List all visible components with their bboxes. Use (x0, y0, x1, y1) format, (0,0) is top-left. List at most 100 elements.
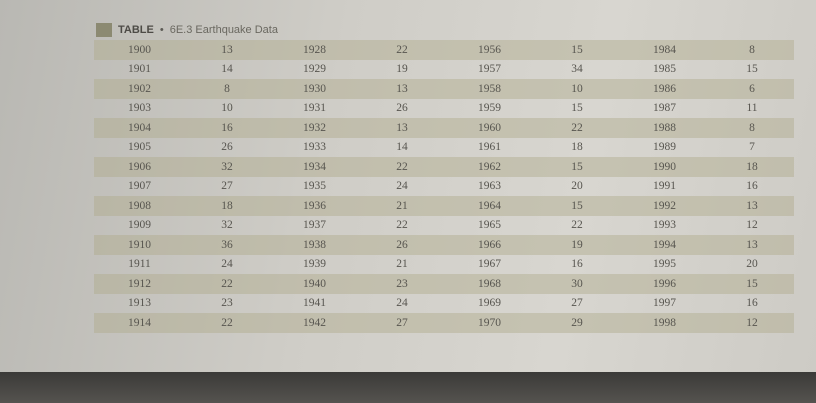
count-cell: 10 (535, 79, 619, 99)
count-cell: 15 (535, 196, 619, 216)
year-cell: 1937 (303, 219, 326, 232)
year-cell: 1994 (619, 235, 710, 255)
count-cell: 14 (221, 63, 233, 76)
year-cell: 1913 (128, 297, 151, 310)
count-cell: 32 (185, 157, 269, 177)
table-row: 1908 18 1936 21 1964 15 1992 13 (94, 196, 794, 216)
count-cell: 15 (746, 63, 758, 76)
year-cell: 1902 (94, 79, 185, 99)
count-cell: 19 (396, 63, 408, 76)
count-cell: 7 (749, 141, 755, 154)
count-cell: 14 (396, 141, 408, 154)
count-cell: 24 (396, 297, 408, 310)
count-cell: 8 (710, 40, 794, 60)
count-cell: 16 (746, 180, 758, 193)
year-cell: 1908 (94, 196, 185, 216)
year-cell: 1905 (128, 141, 151, 154)
count-cell: 26 (360, 235, 444, 255)
year-cell: 1989 (653, 141, 676, 154)
year-cell: 1906 (94, 157, 185, 177)
year-cell: 1933 (303, 141, 326, 154)
year-cell: 1909 (128, 219, 151, 232)
count-cell: 22 (185, 313, 269, 333)
year-cell: 1966 (444, 235, 535, 255)
year-cell: 1969 (478, 297, 501, 310)
year-cell: 1912 (94, 274, 185, 294)
year-cell: 1935 (303, 180, 326, 193)
table-row: 1900 13 1928 22 1956 15 1984 8 (94, 40, 794, 60)
count-cell: 10 (221, 102, 233, 115)
table-row: 1907 27 1935 24 1963 20 1991 16 (94, 177, 794, 197)
year-cell: 1914 (94, 313, 185, 333)
table-row: 1902 8 1930 13 1958 10 1986 6 (94, 79, 794, 99)
count-cell: 15 (535, 40, 619, 60)
count-cell: 27 (360, 313, 444, 333)
year-cell: 1991 (653, 180, 676, 193)
count-cell: 27 (221, 180, 233, 193)
year-cell: 1984 (619, 40, 710, 60)
count-cell: 22 (185, 274, 269, 294)
count-cell: 13 (710, 196, 794, 216)
data-table: 1900 13 1928 22 1956 15 1984 8 1901 14 1929 19 1957 3… (94, 40, 794, 333)
year-cell: 1931 (303, 102, 326, 115)
count-cell: 22 (360, 157, 444, 177)
year-cell: 1940 (269, 274, 360, 294)
year-cell: 1934 (269, 157, 360, 177)
count-cell: 6 (710, 79, 794, 99)
year-cell: 1956 (444, 40, 535, 60)
header-swatch (96, 23, 112, 37)
count-cell: 16 (571, 258, 583, 271)
year-cell: 1990 (619, 157, 710, 177)
year-cell: 1993 (653, 219, 676, 232)
count-cell: 12 (746, 219, 758, 232)
year-cell: 1960 (444, 118, 535, 138)
count-cell: 22 (360, 40, 444, 60)
count-cell: 11 (746, 102, 758, 115)
count-cell: 15 (535, 157, 619, 177)
count-cell: 20 (571, 180, 583, 193)
count-cell: 24 (396, 180, 408, 193)
table-row: 1913 23 1941 24 1969 27 1997 16 (94, 294, 794, 314)
year-cell: 1941 (303, 297, 326, 310)
year-cell: 1910 (94, 235, 185, 255)
count-cell: 24 (221, 258, 233, 271)
count-cell: 27 (571, 297, 583, 310)
count-cell: 13 (710, 235, 794, 255)
table-row: 1912 22 1940 23 1968 30 1996 15 (94, 274, 794, 294)
year-cell: 1961 (478, 141, 501, 154)
year-cell: 1965 (478, 219, 501, 232)
count-cell: 8 (185, 79, 269, 99)
year-cell: 1996 (619, 274, 710, 294)
year-cell: 1998 (619, 313, 710, 333)
year-cell: 1932 (269, 118, 360, 138)
count-cell: 23 (360, 274, 444, 294)
separator: • (159, 24, 164, 36)
year-cell: 1958 (444, 79, 535, 99)
year-cell: 1968 (444, 274, 535, 294)
count-cell: 13 (360, 79, 444, 99)
count-cell: 18 (571, 141, 583, 154)
year-cell: 1939 (303, 258, 326, 271)
year-cell: 1988 (619, 118, 710, 138)
year-cell: 1959 (478, 102, 501, 115)
table-row: 1906 32 1934 22 1962 15 1990 18 (94, 157, 794, 177)
year-cell: 1901 (128, 63, 151, 76)
count-cell: 18 (710, 157, 794, 177)
count-cell: 16 (185, 118, 269, 138)
table-title: 6E.3 Earthquake Data (169, 24, 278, 36)
table-header: TABLE • 6E.3 Earthquake Data (96, 22, 278, 38)
year-cell: 1985 (653, 63, 676, 76)
year-cell: 1907 (128, 180, 151, 193)
year-cell: 1930 (269, 79, 360, 99)
count-cell: 21 (396, 258, 408, 271)
table-row: 1910 36 1938 26 1966 19 1994 13 (94, 235, 794, 255)
year-cell: 1997 (653, 297, 676, 310)
count-cell: 26 (396, 102, 408, 115)
table-row: 1909 32 1937 22 1965 22 1993 12 (94, 216, 794, 236)
count-cell: 29 (535, 313, 619, 333)
year-cell: 1911 (128, 258, 151, 271)
count-cell: 15 (710, 274, 794, 294)
table-label: TABLE (118, 24, 154, 36)
year-cell: 1992 (619, 196, 710, 216)
